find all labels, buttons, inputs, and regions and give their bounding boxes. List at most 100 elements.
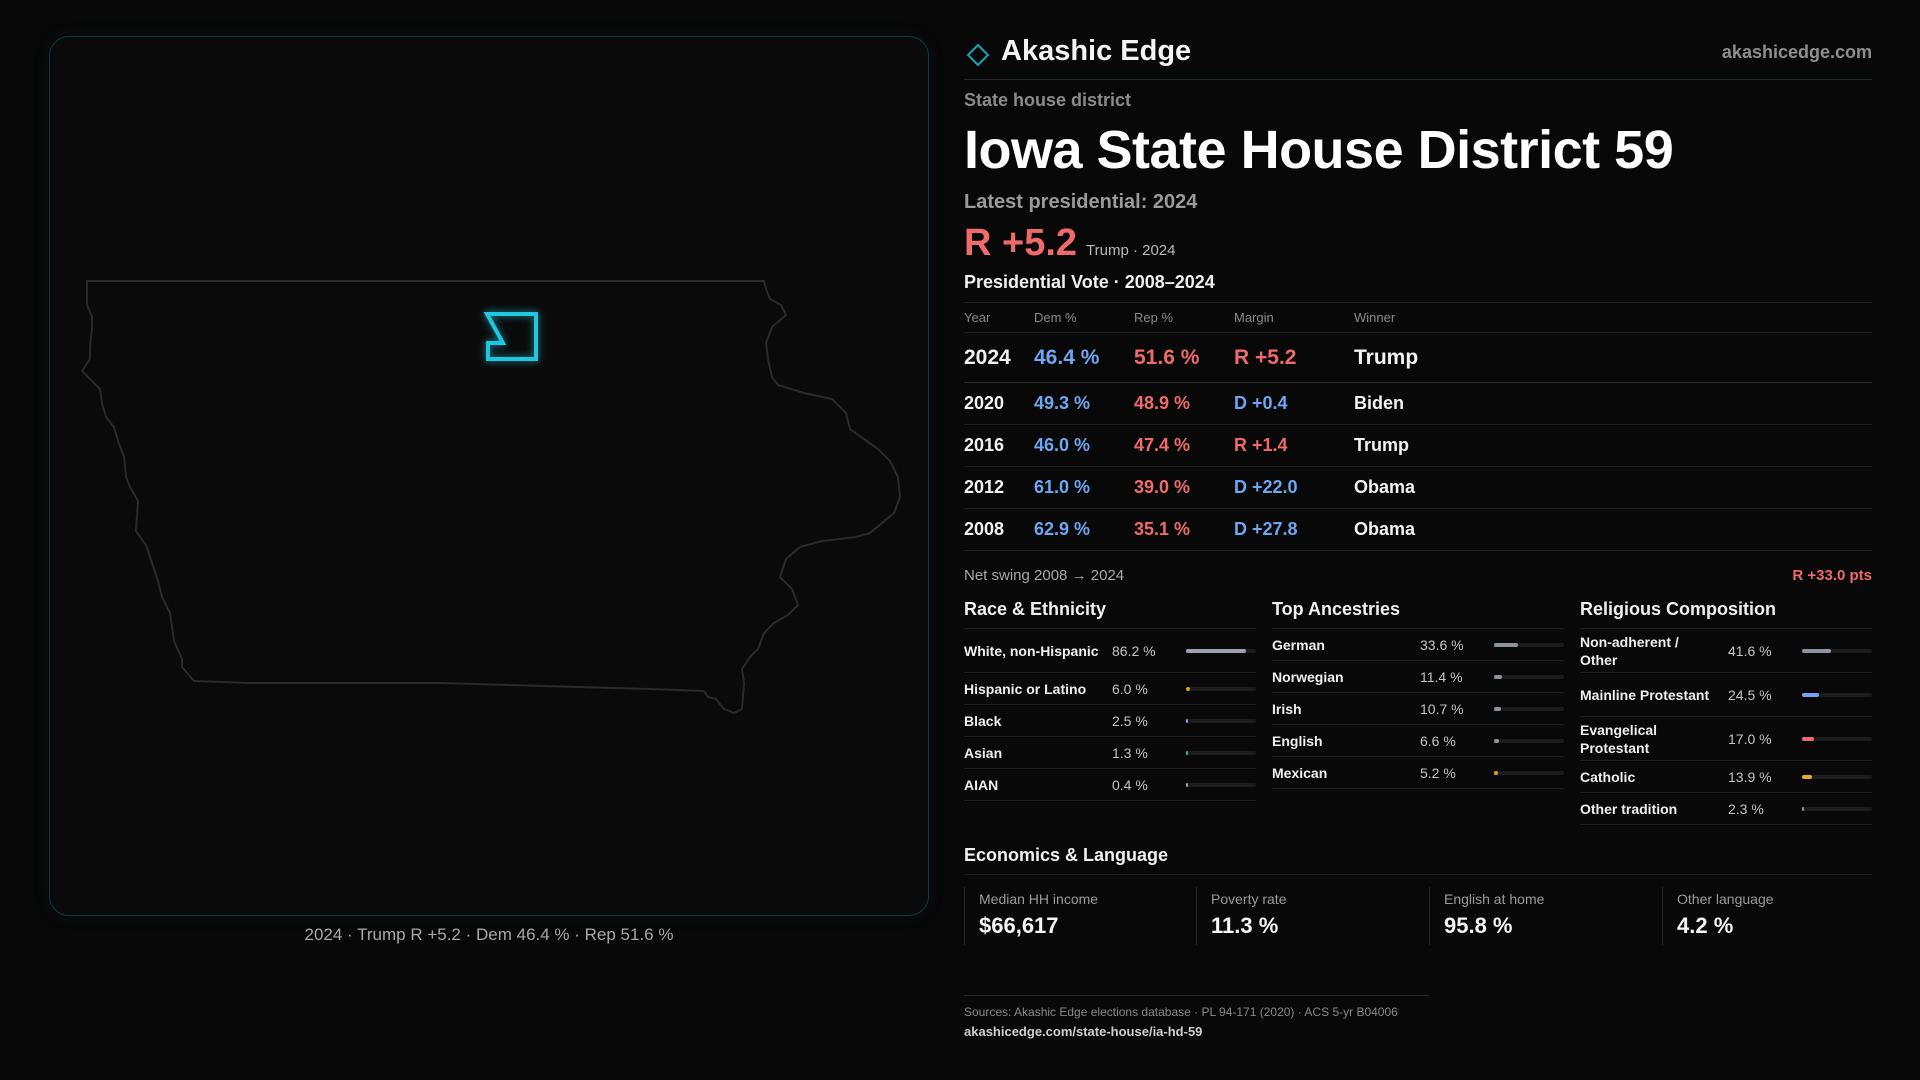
header-year: Year: [964, 302, 1034, 333]
race-row: White, non-Hispanic 86.2 %: [964, 629, 1256, 673]
stat-value: 95.8 %: [1444, 913, 1513, 938]
stat-value: $66,617: [979, 913, 1059, 938]
race-bar-fill: [1186, 686, 1190, 691]
net-swing: Net swing 2008 → 2024 R +33.0 pts: [964, 567, 1872, 587]
ancestry-label: Mexican: [1272, 764, 1328, 781]
latest-label: Latest presidential: 2024: [964, 191, 1198, 213]
religion-bar-fill: [1802, 806, 1804, 811]
row-margin: D +22.0: [1234, 466, 1354, 509]
map-panel: [49, 36, 929, 916]
religion-bar-fill: [1802, 774, 1812, 779]
stat-label: Median HH income: [979, 891, 1099, 907]
header-rep: Rep %: [1134, 302, 1234, 333]
brand-header: Akashic Edge akashicedge.com: [964, 30, 1872, 80]
religion-label: Other tradition: [1580, 800, 1678, 817]
row-rep: 48.9 %: [1134, 382, 1234, 425]
ancestry-value: 6.6 %: [1420, 732, 1456, 749]
race-value: 86.2 %: [1112, 642, 1156, 659]
page-title: Iowa State House District 59: [964, 120, 1674, 180]
ancestry-bar-fill: [1494, 770, 1498, 775]
row-rep: 35.1 %: [1134, 508, 1234, 551]
religion-bar-fill: [1802, 736, 1814, 741]
race-bar-track: [1186, 686, 1256, 691]
state-map: [81, 280, 901, 714]
row-dem: 62.9 %: [1034, 508, 1134, 551]
ancestries-title: Top Ancestries: [1272, 599, 1564, 629]
row-year: 2020: [964, 382, 1034, 425]
district-highlight[interactable]: [483, 312, 538, 361]
ancestry-row: Norwegian 11.4 %: [1272, 661, 1564, 693]
stat-label: English at home: [1444, 891, 1545, 907]
row-dem: 61.0 %: [1034, 466, 1134, 509]
row-rep: 51.6 %: [1134, 332, 1234, 383]
row-dem: 46.4 %: [1034, 332, 1134, 383]
ancestry-bar-track: [1494, 706, 1564, 711]
ancestry-label: English: [1272, 732, 1323, 749]
row-winner: Trump: [1354, 332, 1872, 383]
ancestries-section: Top Ancestries German 33.6 % Norwegian 11.4…: [1272, 599, 1564, 789]
race-value: 2.5 %: [1112, 712, 1148, 729]
header-dem: Dem %: [1034, 302, 1134, 333]
latest-result: R +5.2 Trump · 2024: [964, 222, 1872, 264]
ancestry-bar-track: [1494, 642, 1564, 647]
religion-row: Other tradition 2.3 %: [1580, 793, 1872, 825]
table-row: 2016 46.0 % 47.4 % R +1.4 Trump: [964, 424, 1872, 467]
religion-row: Non-adherent / Other 41.6 %: [1580, 629, 1872, 673]
row-dem: 49.3 %: [1034, 382, 1134, 425]
stat-value: 11.3 %: [1211, 913, 1279, 938]
ancestry-label: German: [1272, 636, 1325, 653]
religion-title: Religious Composition: [1580, 599, 1872, 629]
religion-bar-fill: [1802, 648, 1831, 653]
row-year: 2016: [964, 424, 1034, 467]
religion-label: Evangelical Protestant: [1580, 721, 1658, 756]
ancestry-value: 10.7 %: [1420, 700, 1464, 717]
row-year: 2008: [964, 508, 1034, 551]
demographics: Race & Ethnicity White, non-Hispanic 86.2…: [964, 599, 1872, 835]
ancestry-value: 33.6 %: [1420, 636, 1464, 653]
ancestry-bar-fill: [1494, 674, 1502, 679]
header-margin: Margin: [1234, 302, 1354, 333]
net-swing-value: R +33.0 pts: [1792, 567, 1872, 584]
religion-row: Catholic 13.9 %: [1580, 761, 1872, 793]
race-bar-track: [1186, 718, 1256, 723]
religion-value: 2.3 %: [1728, 800, 1764, 817]
row-rep: 39.0 %: [1134, 466, 1234, 509]
table-row: 2024 46.4 % 51.6 % R +5.2 Trump: [964, 332, 1872, 383]
row-winner: Obama: [1354, 466, 1872, 509]
table-row: 2008 62.9 % 35.1 % D +27.8 Obama: [964, 508, 1872, 551]
presidential-vote-table: Year Dem % Rep % Margin Winner 2024 46.4…: [964, 302, 1872, 551]
economics-stats: Median HH income $66,617 Poverty rate 11…: [964, 887, 1872, 967]
religion-bar-track: [1802, 692, 1872, 697]
race-bar-fill: [1186, 782, 1188, 787]
ancestry-row: English 6.6 %: [1272, 725, 1564, 757]
row-margin: R +1.4: [1234, 424, 1354, 467]
religion-bar-fill: [1802, 692, 1819, 697]
stat-card: Other language 4.2 %: [1662, 887, 1882, 945]
footer-url-link[interactable]: akashicedge.com/state-house/ia-hd-59: [964, 1024, 1203, 1039]
religion-value: 41.6 %: [1728, 642, 1772, 659]
table-row: 2012 61.0 % 39.0 % D +22.0 Obama: [964, 466, 1872, 509]
race-row: Black 2.5 %: [964, 705, 1256, 737]
row-year: 2012: [964, 466, 1034, 509]
row-winner: Biden: [1354, 382, 1872, 425]
row-rep: 47.4 %: [1134, 424, 1234, 467]
presidential-vote-title: Presidential Vote · 2008–2024: [964, 272, 1215, 292]
stat-label: Other language: [1677, 891, 1774, 907]
ancestry-bar-fill: [1494, 642, 1518, 647]
race-label: Black: [964, 712, 1002, 729]
race-bar-fill: [1186, 648, 1246, 653]
row-winner: Trump: [1354, 424, 1872, 467]
race-ethnicity-title: Race & Ethnicity: [964, 599, 1256, 629]
ancestry-label: Irish: [1272, 700, 1302, 717]
ancestry-bar-fill: [1494, 738, 1499, 743]
map-caption: 2024 · Trump R +5.2 · Dem 46.4 % · Rep 5…: [304, 925, 674, 944]
brand-name: Akashic Edge: [1001, 35, 1192, 67]
row-dem: 46.0 %: [1034, 424, 1134, 467]
brand-url-link[interactable]: akashicedge.com: [1721, 42, 1872, 62]
detail-panel: Akashic Edge akashicedge.com State house…: [964, 30, 1872, 967]
stat-label: Poverty rate: [1211, 891, 1287, 907]
race-ethnicity-section: Race & Ethnicity White, non-Hispanic 86.2…: [964, 599, 1256, 801]
ancestry-bar-track: [1494, 738, 1564, 743]
race-bar-fill: [1186, 718, 1188, 723]
race-label: Hispanic or Latino: [964, 680, 1087, 697]
